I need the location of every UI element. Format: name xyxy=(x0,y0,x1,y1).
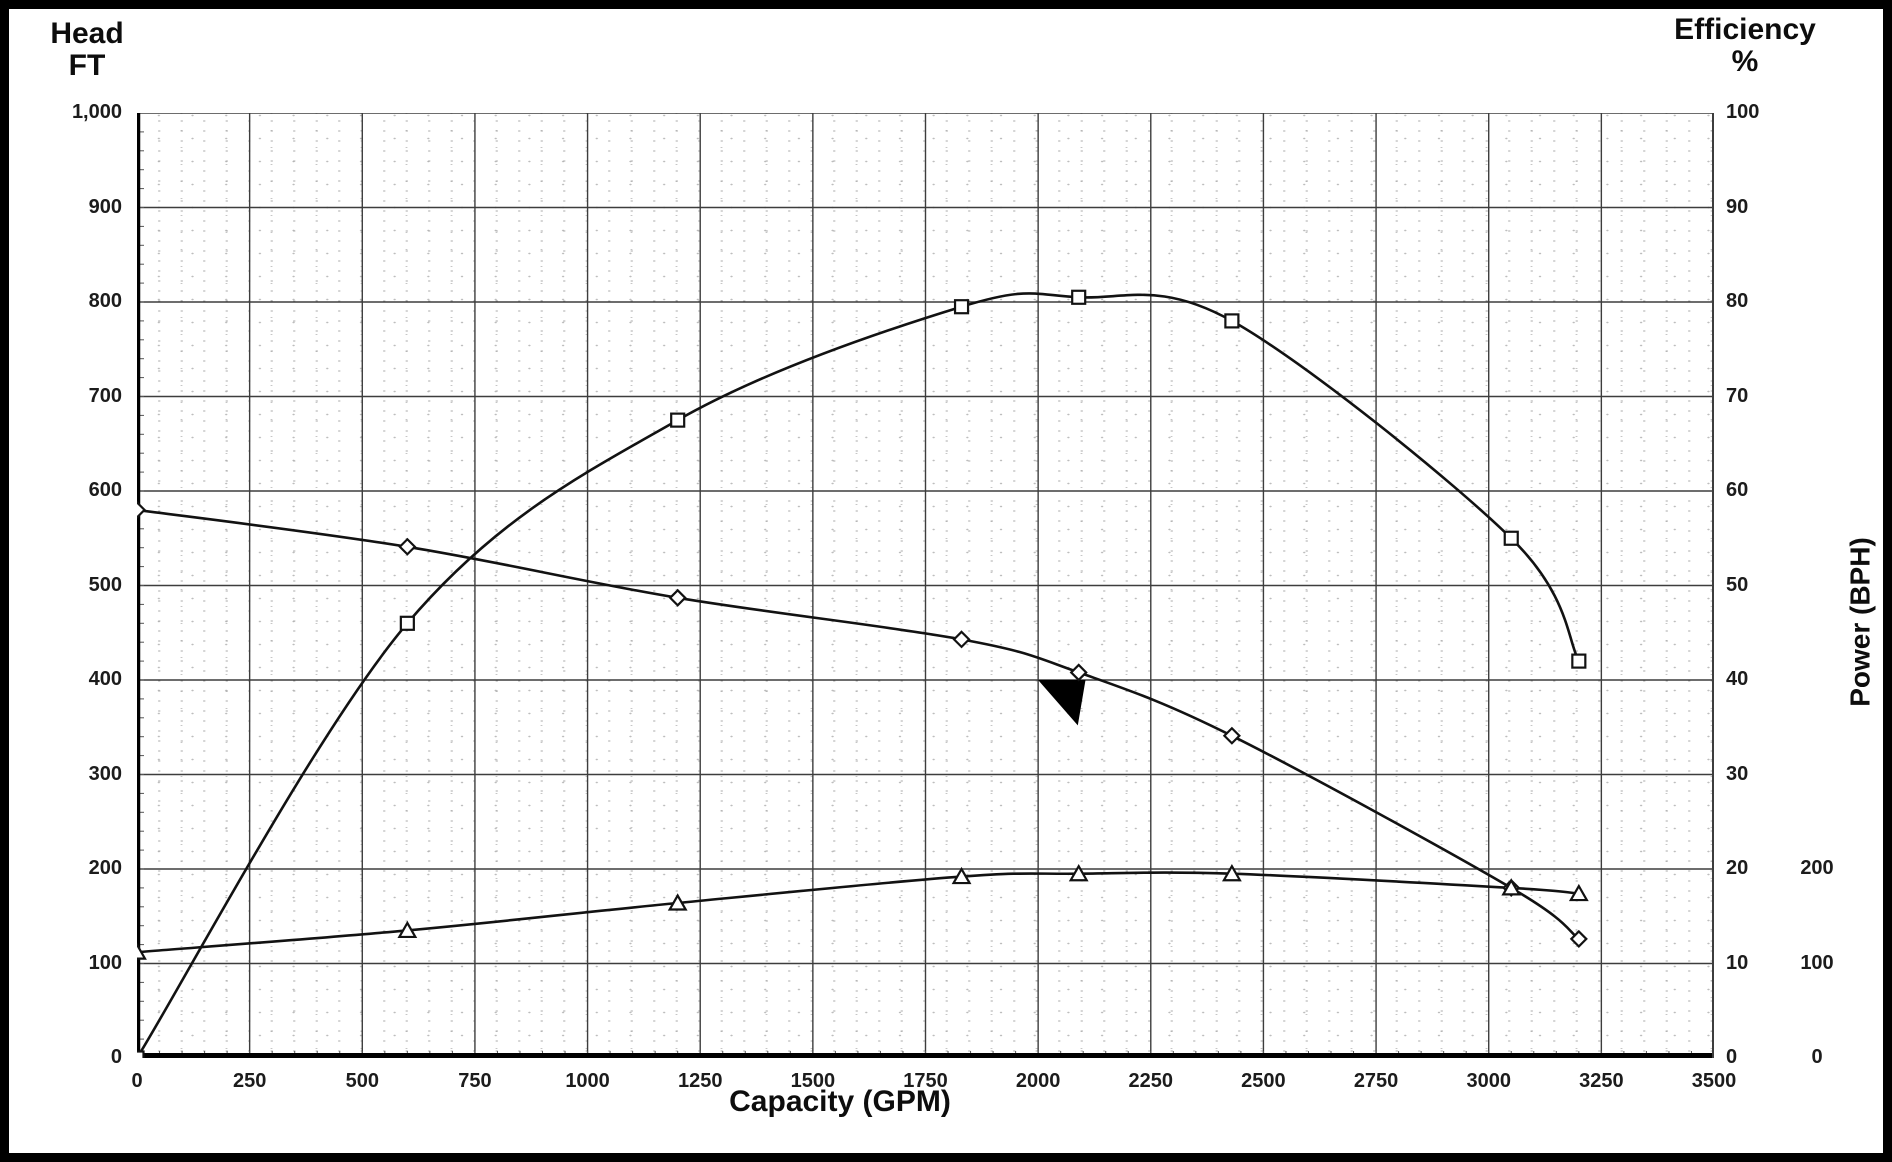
efficiency-data-marker xyxy=(137,1050,145,1058)
head-axis-title-line2: FT xyxy=(68,48,106,82)
capacity-tick-1500: 1500 xyxy=(790,1070,836,1092)
capacity-tick-2500: 2500 xyxy=(1241,1070,1286,1092)
efficiency-tick-70: 70 xyxy=(1726,384,1749,407)
power-tick-100: 100 xyxy=(1800,951,1834,974)
head-tick-200: 200 xyxy=(88,857,122,879)
efficiency-tick-90: 90 xyxy=(1726,195,1749,218)
power-data-marker xyxy=(397,920,418,939)
efficiency-tick-60: 60 xyxy=(1726,479,1749,501)
efficiency-data-marker xyxy=(670,412,686,428)
efficiency-tick-20: 20 xyxy=(1726,857,1749,879)
head-data-marker xyxy=(1222,726,1241,745)
head-data-marker xyxy=(137,500,147,519)
capacity-tick-2000: 2000 xyxy=(1015,1070,1061,1092)
capacity-tick-1250: 1250 xyxy=(677,1070,723,1092)
head-tick-600: 600 xyxy=(88,479,122,501)
efficiency-data-marker xyxy=(1224,313,1240,329)
diamond-series-curve xyxy=(137,508,1580,940)
efficiency-data-marker xyxy=(1503,530,1519,546)
head-axis-title: Head FT xyxy=(27,18,147,81)
efficiency-tick-30: 30 xyxy=(1726,762,1749,785)
head-tick-400: 400 xyxy=(88,668,122,690)
power-data-marker xyxy=(667,893,688,911)
head-tick-500: 500 xyxy=(88,573,122,596)
efficiency-tick-100: 100 xyxy=(1726,101,1760,123)
capacity-tick-250: 250 xyxy=(232,1070,267,1092)
efficiency-tick-50: 50 xyxy=(1726,573,1749,596)
square-series-curve xyxy=(137,292,1580,1058)
pump-curve-svg xyxy=(137,113,1714,1058)
capacity-tick-1750: 1750 xyxy=(903,1070,948,1092)
power-data-marker xyxy=(1568,883,1589,902)
head-data-marker xyxy=(668,588,687,607)
head-tick-100: 100 xyxy=(88,951,122,974)
efficiency-data-marker xyxy=(953,299,970,315)
power-data-marker xyxy=(951,866,972,885)
efficiency-data-marker xyxy=(399,615,415,631)
efficiency-tick-40: 40 xyxy=(1726,668,1749,690)
power-tick-0: 0 xyxy=(1811,1046,1823,1068)
efficiency-tick-0: 0 xyxy=(1726,1046,1738,1068)
power-data-marker xyxy=(1221,864,1242,882)
efficiency-axis-title-line1: Efficiency xyxy=(1674,13,1816,46)
efficiency-tick-80: 80 xyxy=(1726,290,1749,312)
efficiency-axis-title-line2: % xyxy=(1731,44,1759,78)
head-tick-1,000: 1,000 xyxy=(71,101,122,123)
head-tick-800: 800 xyxy=(88,290,122,312)
power-data-marker xyxy=(1068,864,1089,882)
capacity-tick-750: 750 xyxy=(458,1070,492,1092)
efficiency-data-marker xyxy=(1071,289,1087,305)
capacity-axis-title: Capacity (GPM) xyxy=(729,1085,951,1118)
head-data-marker xyxy=(952,630,971,649)
capacity-tick-500: 500 xyxy=(345,1070,379,1092)
head-data-marker xyxy=(398,537,417,556)
power-data-marker xyxy=(137,942,147,960)
head-tick-300: 300 xyxy=(88,762,122,785)
power-axis-title: Power (BPH) xyxy=(1844,537,1876,707)
head-data-marker xyxy=(1569,929,1588,948)
efficiency-data-marker xyxy=(1571,653,1587,669)
capacity-tick-1000: 1000 xyxy=(565,1070,610,1092)
plot-area xyxy=(137,113,1714,1058)
capacity-tick-0: 0 xyxy=(131,1070,143,1092)
head-data-marker xyxy=(1069,663,1088,682)
head-axis-title-line1: Head xyxy=(50,17,124,50)
head-tick-700: 700 xyxy=(88,384,122,407)
capacity-tick-3500: 3500 xyxy=(1691,1070,1737,1092)
efficiency-axis-title: Efficiency % xyxy=(1655,14,1835,77)
power-tick-200: 200 xyxy=(1800,857,1834,879)
operating-point-pointer xyxy=(1038,680,1086,726)
capacity-tick-3000: 3000 xyxy=(1466,1070,1511,1092)
efficiency-tick-10: 10 xyxy=(1726,951,1749,974)
power-data-marker xyxy=(1501,878,1522,896)
capacity-tick-3250: 3250 xyxy=(1579,1070,1624,1092)
capacity-tick-2250: 2250 xyxy=(1128,1070,1174,1092)
triangle-series-curve xyxy=(137,871,1579,954)
head-tick-0: 0 xyxy=(110,1046,122,1068)
capacity-tick-2750: 2750 xyxy=(1353,1070,1399,1092)
head-tick-900: 900 xyxy=(88,195,122,218)
